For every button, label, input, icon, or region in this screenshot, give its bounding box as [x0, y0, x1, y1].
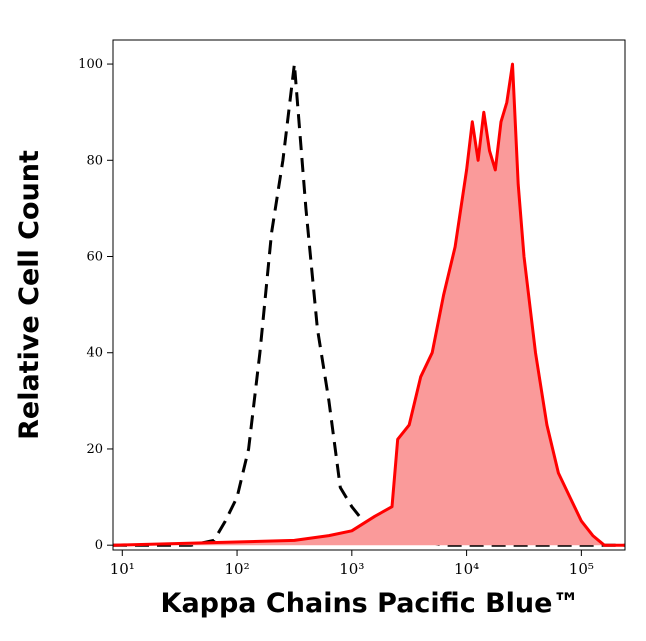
plot [113, 62, 625, 547]
y-tick-label: 40 [86, 346, 103, 361]
plot-frame [112, 39, 626, 551]
y-tick-label: 100 [78, 57, 103, 72]
y-tick-label: 80 [86, 153, 103, 168]
x-axis-label: Kappa Chains Pacific Blue™ [161, 588, 580, 619]
y-axis-label: Relative Cell Count [14, 150, 45, 440]
x-tick-label: 10³ [339, 560, 364, 578]
x-tick-label: 10⁴ [454, 560, 479, 578]
y-tick-label: 20 [86, 442, 103, 457]
line [113, 62, 625, 547]
y-tick-label: 0 [95, 538, 103, 553]
y-tick-label: 60 [86, 250, 103, 265]
area [113, 64, 625, 546]
x-tick-label: 10² [225, 560, 250, 578]
x-tick-label: 10⁵ [569, 560, 594, 578]
x-tick-label: 10¹ [110, 560, 135, 578]
